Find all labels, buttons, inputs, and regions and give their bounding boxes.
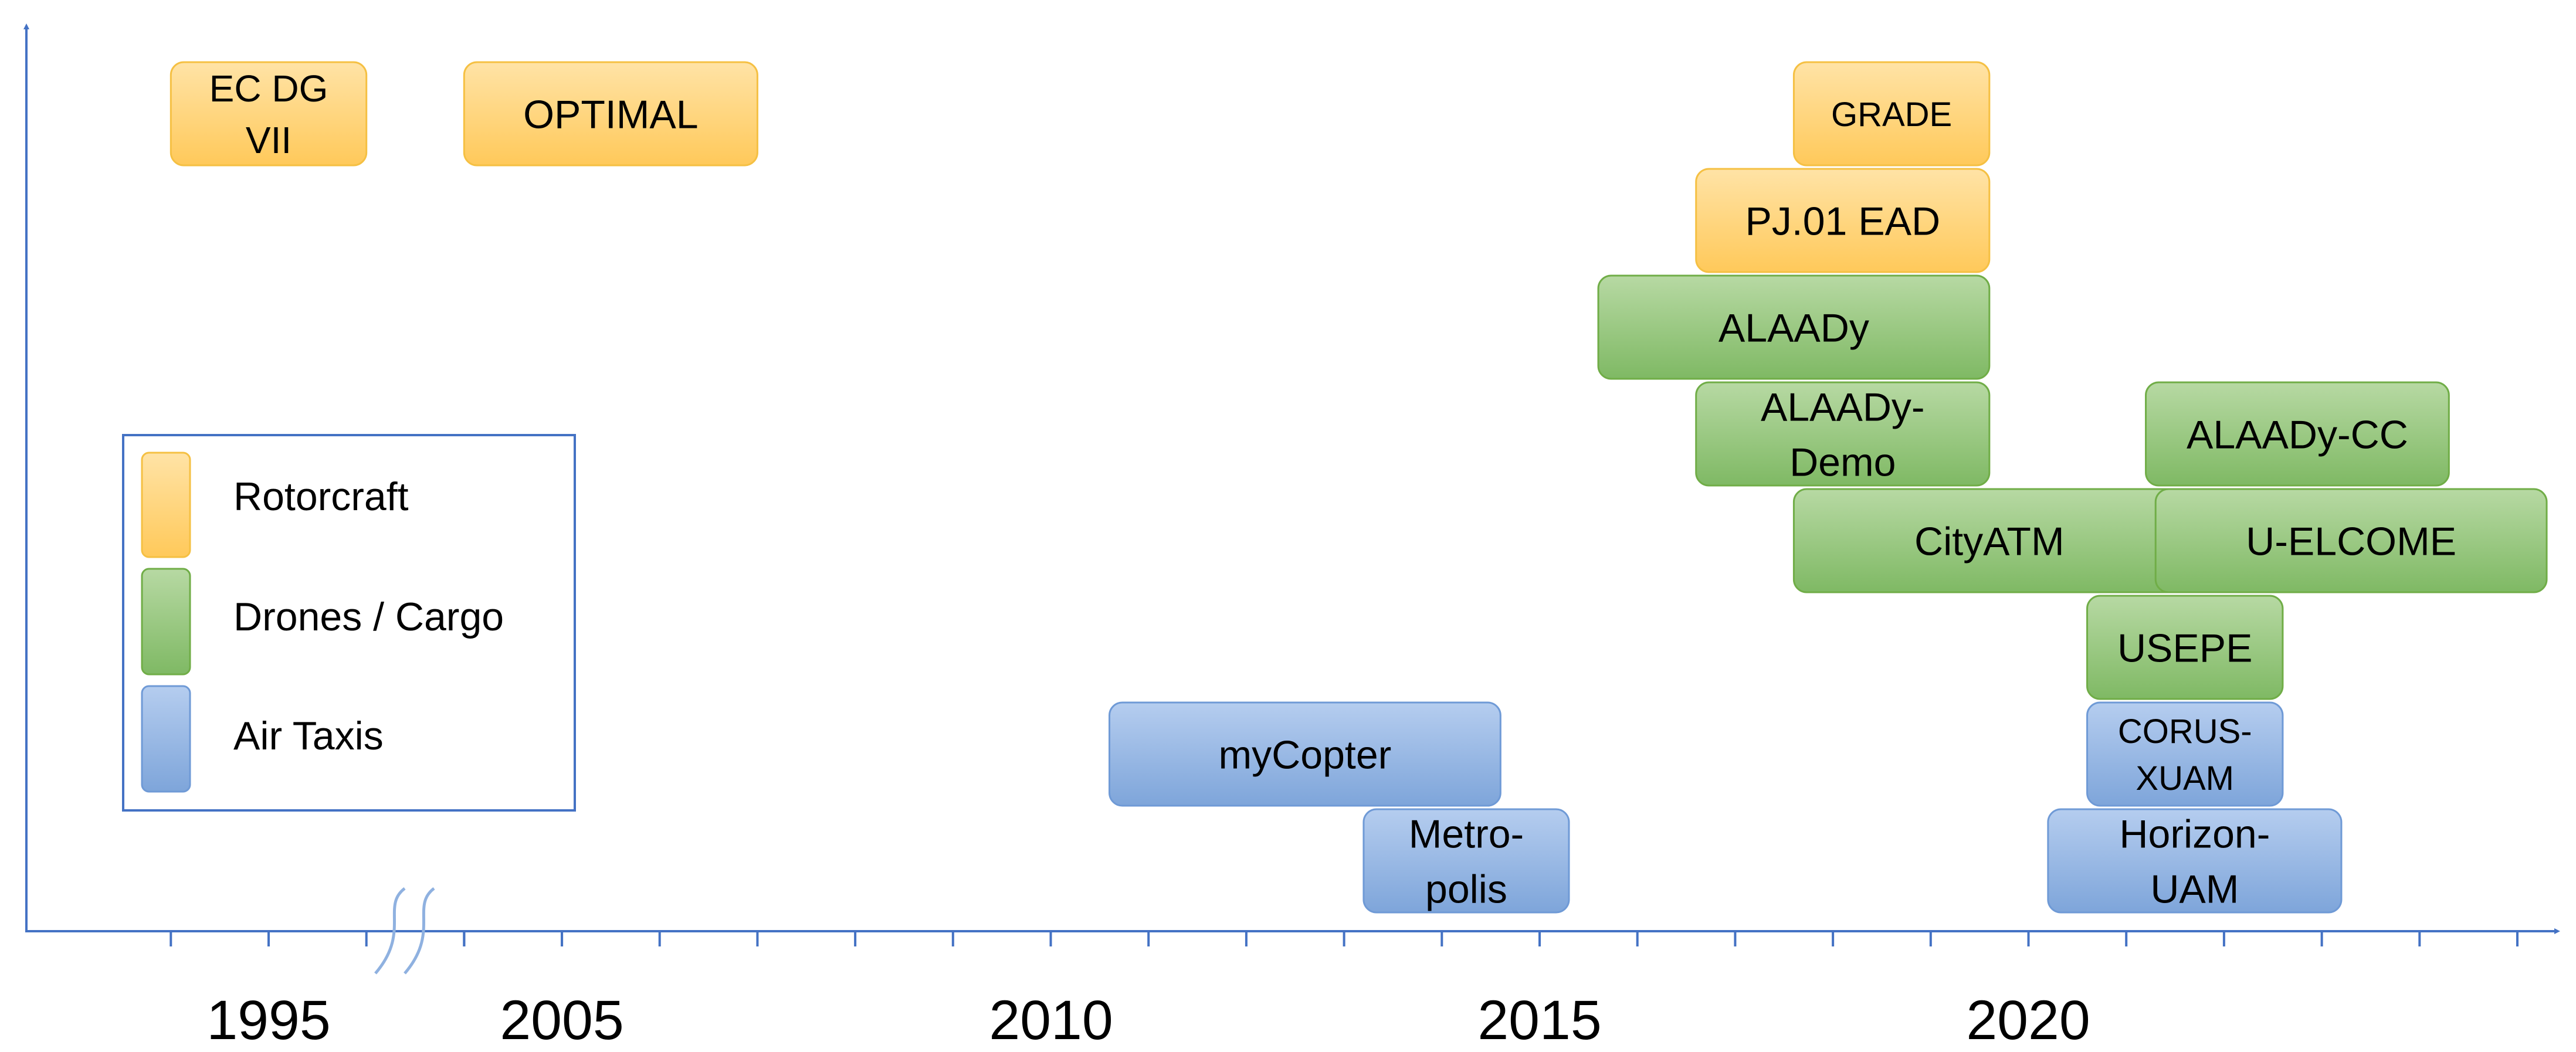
project-bar-label: Horizon-: [2119, 812, 2270, 857]
project-bar-rect: [2047, 808, 2343, 914]
project-bar-label: OPTIMAL: [523, 92, 699, 137]
legend-label-taxis: Air Taxis: [233, 714, 384, 758]
project-bar-rect: [2086, 701, 2284, 807]
project-bar-u-elcome: U-ELCOME: [2154, 488, 2548, 593]
tick-label-2005: 2005: [500, 989, 623, 1051]
legend-swatch-drones: [141, 568, 191, 676]
project-bar-label: CORUS-: [2118, 712, 2252, 751]
tick-label-2015: 2015: [1477, 989, 1601, 1051]
project-bar-rect: [170, 61, 368, 167]
tick-label-1995: 1995: [206, 989, 330, 1051]
project-bar-alaady-demo: ALAADy- Demo: [1695, 381, 1991, 487]
project-bar-ec-dg-vii: EC DG VII: [170, 61, 368, 167]
project-bar-label: Metro-: [1409, 812, 1524, 857]
project-bar-rect: [463, 61, 758, 167]
project-bar-rect: [1695, 168, 1991, 273]
project-bar-label: ALAADy-CC: [2187, 412, 2408, 457]
project-bar-label: EC DG: [209, 67, 328, 110]
project-bar-mycopter: myCopter: [1109, 701, 1501, 807]
project-bar-label: ALAADy-: [1761, 385, 1925, 430]
project-bar-label: USEPE: [2117, 626, 2253, 670]
project-bar-pj-01-ead: PJ.01 EAD: [1695, 168, 1991, 273]
project-bar-rect: [2086, 595, 2284, 700]
project-bar-alaady-cc: ALAADy-CC: [2145, 381, 2450, 487]
project-bar-horizon-uam: Horizon- UAM: [2047, 808, 2343, 914]
project-bar-label: ALAADy: [1719, 306, 1869, 350]
project-bar-optimal: OPTIMAL: [463, 61, 758, 167]
tick-label-2020: 2020: [1966, 989, 2090, 1051]
project-bars: EC DG VII OPTIMAL GRADE PJ.01 EAD ALAADy ALAAD…: [170, 61, 2548, 914]
project-bar-label: polis: [1425, 867, 1507, 911]
legend-swatch-rotorcraft: [141, 452, 191, 558]
project-bar-label: VII: [246, 119, 292, 161]
project-bar-label: XUAM: [2136, 759, 2234, 798]
legend-frame: [122, 434, 576, 812]
project-bar-label: myCopter: [1219, 732, 1392, 777]
project-bar-label: CityATM: [1914, 519, 2065, 564]
project-bar-rect: [2154, 488, 2548, 593]
project-bar-label: GRADE: [1831, 96, 1952, 134]
project-bar-rect: [1695, 381, 1991, 487]
tick-label-2010: 2010: [989, 989, 1113, 1051]
project-bar-rect: [1109, 701, 1501, 807]
legend-label-rotorcraft: Rotorcraft: [233, 474, 409, 519]
project-bar-alaady: ALAADy: [1597, 274, 1991, 380]
project-bar-metropolis: Metro-polis: [1362, 808, 1570, 914]
project-bar-usepe: USEPE: [2086, 595, 2284, 700]
project-bar-rect: [1362, 808, 1570, 914]
project-bar-rect: [2145, 381, 2450, 487]
legend-swatch-taxis: [141, 685, 191, 793]
project-bar-label: Demo: [1789, 440, 1896, 484]
project-bar-rect: [1792, 61, 1991, 167]
legend-label-drones: Drones / Cargo: [233, 595, 504, 639]
x-axis-ticks: [170, 931, 2519, 946]
project-bar-label: PJ.01 EAD: [1745, 199, 1940, 243]
project-bar-rect: [1597, 274, 1991, 380]
project-bar-cityatm: CityATM: [1792, 488, 2186, 593]
project-bar-label: U-ELCOME: [2246, 519, 2456, 564]
project-bar-corus-xuam: CORUS- XUAM: [2086, 701, 2284, 807]
project-bar-grade: GRADE: [1792, 61, 1991, 167]
project-bar-label: UAM: [2150, 867, 2239, 911]
axis-break-icon: [374, 887, 435, 975]
legend: Rotorcraft Drones / Cargo Air Taxis: [122, 434, 576, 812]
